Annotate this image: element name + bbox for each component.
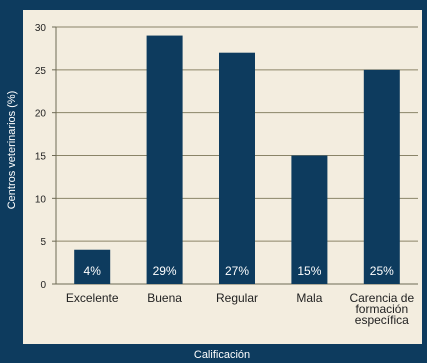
bars: 4% 29% 27% 15% 25% — [74, 35, 400, 285]
y-tick-label: 20 — [35, 109, 47, 120]
bar-data-label: 25% — [370, 264, 394, 278]
y-axis-label: Centros veterinarios (%) — [6, 91, 18, 210]
y-tick-label: 25 — [35, 66, 47, 77]
x-axis-label: Calificación — [194, 349, 250, 361]
x-category-label: Buena — [147, 291, 182, 305]
bar — [291, 155, 328, 284]
bar — [363, 69, 400, 284]
y-tick-label: 10 — [35, 194, 47, 205]
y-tick-label: 0 — [40, 280, 46, 291]
x-axis-ticks: Excelente Buena Regular Mala Carencia de form… — [66, 291, 415, 327]
x-category-label: Excelente — [66, 291, 119, 305]
x-category-label: Carencia de formación específica — [349, 291, 414, 327]
y-tick-label: 5 — [40, 237, 46, 248]
bar-data-label: 4% — [84, 264, 102, 278]
bar — [74, 249, 111, 284]
y-tick-label: 15 — [35, 152, 47, 163]
bar-data-label: 15% — [297, 264, 321, 278]
bar — [219, 52, 255, 285]
bar — [146, 35, 183, 284]
x-category-label: Regular — [216, 291, 258, 305]
x-category-label: Mala — [296, 291, 322, 305]
y-axis-ticks: 0 5 10 15 20 25 30 — [35, 23, 418, 291]
bar-data-label: 29% — [153, 264, 177, 278]
y-tick-label: 30 — [35, 23, 47, 34]
bar-data-label: 27% — [225, 264, 249, 278]
